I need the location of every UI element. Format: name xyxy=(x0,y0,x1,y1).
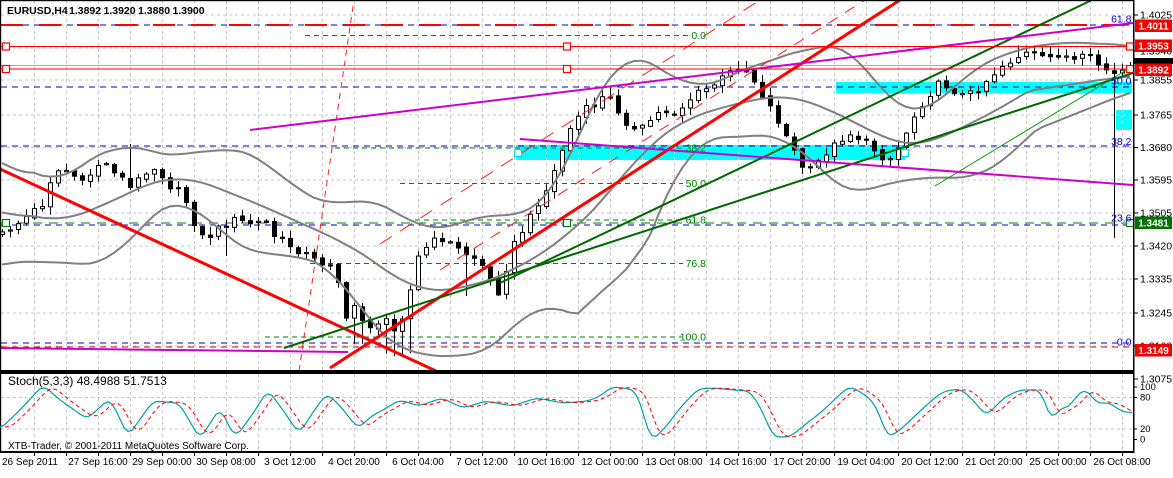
svg-text:13 Oct 08:00: 13 Oct 08:00 xyxy=(645,457,703,468)
svg-text:1.3595: 1.3595 xyxy=(1140,175,1172,187)
svg-text:1.3920: 1.3920 xyxy=(104,5,136,17)
svg-text:1.3075: 1.3075 xyxy=(1140,374,1172,386)
svg-text:61.8: 61.8 xyxy=(1111,14,1132,26)
svg-text:1.3420: 1.3420 xyxy=(1140,241,1172,253)
svg-text:50.0: 50.0 xyxy=(686,178,707,190)
svg-text:100: 100 xyxy=(1140,382,1156,393)
svg-text:1.3855: 1.3855 xyxy=(1140,75,1172,87)
svg-text:Stoch(5,3,3) 48.4988 51.7513: Stoch(5,3,3) 48.4988 51.7513 xyxy=(8,374,167,388)
svg-text:61.8: 61.8 xyxy=(686,215,707,227)
svg-text:30 Sep 08:00: 30 Sep 08:00 xyxy=(196,457,256,468)
svg-text:38.2: 38.2 xyxy=(1111,136,1132,148)
svg-text:23.6: 23.6 xyxy=(1111,213,1132,225)
svg-text:50.0: 50.0 xyxy=(1111,76,1132,88)
svg-text:1.3245: 1.3245 xyxy=(1140,308,1172,320)
svg-text:1.3892: 1.3892 xyxy=(1138,66,1169,77)
svg-text:1.3335: 1.3335 xyxy=(1140,274,1172,286)
svg-text:12 Oct 00:00: 12 Oct 00:00 xyxy=(581,457,639,468)
svg-text:7 Oct 12:00: 7 Oct 12:00 xyxy=(456,457,508,468)
svg-text:1.4025: 1.4025 xyxy=(1140,10,1172,22)
svg-text:6 Oct 04:00: 6 Oct 04:00 xyxy=(392,457,444,468)
svg-text:EURUSD,H4: EURUSD,H4 xyxy=(7,5,68,17)
svg-text:1.3765: 1.3765 xyxy=(1140,110,1172,122)
svg-text:14 Oct 16:00: 14 Oct 16:00 xyxy=(709,457,767,468)
svg-text:0: 0 xyxy=(1140,435,1145,446)
svg-text:29 Sep 00:00: 29 Sep 00:00 xyxy=(132,457,192,468)
svg-text:80: 80 xyxy=(1140,393,1151,404)
svg-text:20 Oct 12:00: 20 Oct 12:00 xyxy=(901,457,959,468)
svg-text:0.0: 0.0 xyxy=(691,30,706,42)
svg-text:17 Oct 20:00: 17 Oct 20:00 xyxy=(773,457,831,468)
svg-text:1.3680: 1.3680 xyxy=(1140,142,1172,154)
svg-text:20: 20 xyxy=(1140,424,1151,435)
svg-text:0.0: 0.0 xyxy=(1117,337,1132,349)
svg-text:26 Sep 2011: 26 Sep 2011 xyxy=(2,457,58,468)
svg-text:21 Oct 20:00: 21 Oct 20:00 xyxy=(965,457,1023,468)
svg-text:1.3149: 1.3149 xyxy=(1138,346,1169,357)
svg-text:25 Oct 00:00: 25 Oct 00:00 xyxy=(1029,457,1087,468)
svg-text:19 Oct 04:00: 19 Oct 04:00 xyxy=(837,457,895,468)
svg-text:XTB-Trader, © 2001-2011 MetaQu: XTB-Trader, © 2001-2011 MetaQuotes Softw… xyxy=(8,441,249,452)
svg-text:38.2: 38.2 xyxy=(686,143,707,155)
svg-text:10 Oct 16:00: 10 Oct 16:00 xyxy=(517,457,575,468)
svg-text:1.3481: 1.3481 xyxy=(1138,219,1169,230)
svg-text:1.3892: 1.3892 xyxy=(69,5,101,17)
svg-text:26 Oct 08:00: 26 Oct 08:00 xyxy=(1093,457,1151,468)
svg-text:1.3900: 1.3900 xyxy=(173,5,205,17)
svg-text:27 Sep 16:00: 27 Sep 16:00 xyxy=(68,457,128,468)
svg-text:1.3880: 1.3880 xyxy=(138,5,170,17)
svg-text:1.4011: 1.4011 xyxy=(1138,22,1168,33)
svg-text:1.3953: 1.3953 xyxy=(1138,42,1169,53)
svg-text:3 Oct 12:00: 3 Oct 12:00 xyxy=(264,457,316,468)
svg-text:76.8: 76.8 xyxy=(686,258,707,270)
svg-text:4 Oct 20:00: 4 Oct 20:00 xyxy=(328,457,380,468)
svg-text:100.0: 100.0 xyxy=(680,332,706,344)
